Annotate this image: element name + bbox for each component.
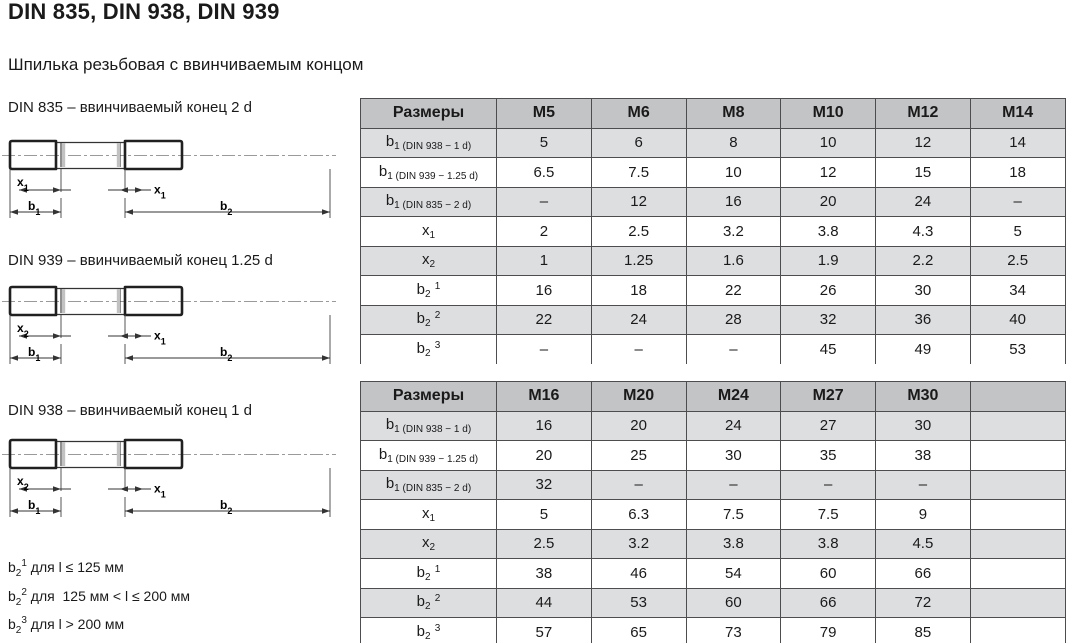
svg-text:b2: b2	[220, 199, 232, 217]
svg-text:x2: x2	[17, 321, 29, 339]
svg-text:b1: b1	[28, 498, 40, 516]
svg-text:b1: b1	[28, 345, 40, 363]
svg-text:x1: x1	[154, 183, 166, 201]
svg-text:x1: x1	[17, 175, 29, 193]
svg-text:b2: b2	[220, 498, 232, 516]
svg-text:x1: x1	[154, 482, 166, 500]
svg-text:b2: b2	[220, 345, 232, 363]
svg-text:b1: b1	[28, 199, 40, 217]
svg-text:x2: x2	[17, 474, 29, 492]
svg-text:x1: x1	[154, 329, 166, 347]
